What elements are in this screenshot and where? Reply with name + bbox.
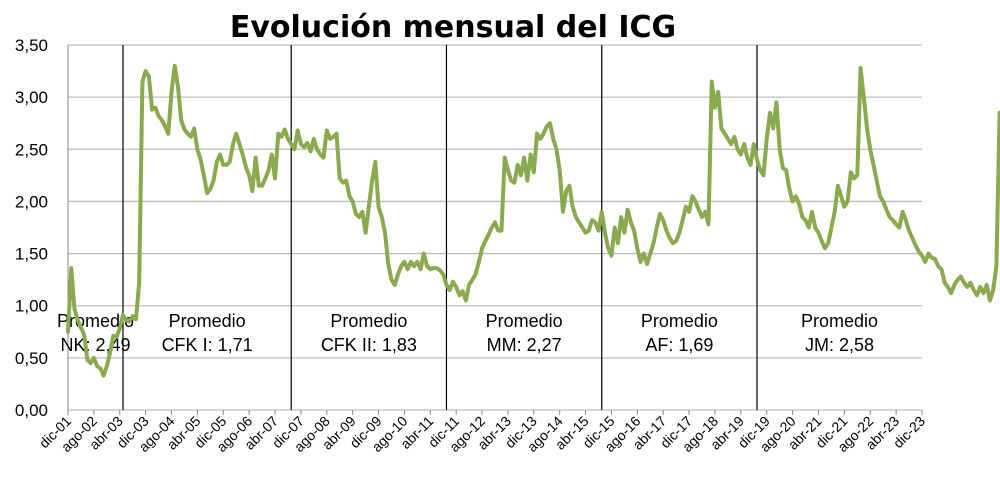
- y-tick-label: 0,50: [15, 349, 48, 368]
- y-axis-ticks: 0,00 0,50 1,00 1,50 2,00 2,50 3,00 3,50: [15, 36, 48, 420]
- period-label-title: Promedio: [330, 311, 407, 331]
- period-label-value: CFK I: 1,71: [162, 335, 253, 355]
- y-tick-label: 1,00: [15, 297, 48, 316]
- period-label-value: MM: 2,27: [487, 335, 562, 355]
- y-tick-label: 3,50: [15, 36, 48, 55]
- period-label-title: Promedio: [486, 311, 563, 331]
- chart-title: Evolución mensual del ICG: [230, 10, 676, 45]
- period-label-value: AF: 1,69: [645, 335, 713, 355]
- grid-layer: [67, 44, 922, 411]
- period-label-title: Promedio: [641, 311, 718, 331]
- period-label-value: CFK II: 1,83: [321, 335, 417, 355]
- series-line-icg: [66, 63, 1000, 378]
- y-tick-label: 0,00: [15, 401, 48, 420]
- y-tick-label: 2,50: [15, 140, 48, 159]
- period-label-value: NK: 2,49: [60, 335, 130, 355]
- y-tick-label: 2,00: [15, 192, 48, 211]
- period-dividers: [122, 45, 758, 410]
- period-annotations: Promedio NK: 2,49 Promedio CFK I: 1,71 Prome…: [57, 311, 878, 355]
- period-label-value: JM: 2,58: [805, 335, 874, 355]
- series-layer: [66, 63, 1000, 378]
- x-axis-ticks: dic-01ago-02abr-03dic-03ago-04abr-05dic-…: [36, 410, 928, 455]
- period-label-title: Promedio: [169, 311, 246, 331]
- y-tick-label: 3,00: [15, 88, 48, 107]
- period-label-title: Promedio: [801, 311, 878, 331]
- y-tick-label: 1,50: [15, 245, 48, 264]
